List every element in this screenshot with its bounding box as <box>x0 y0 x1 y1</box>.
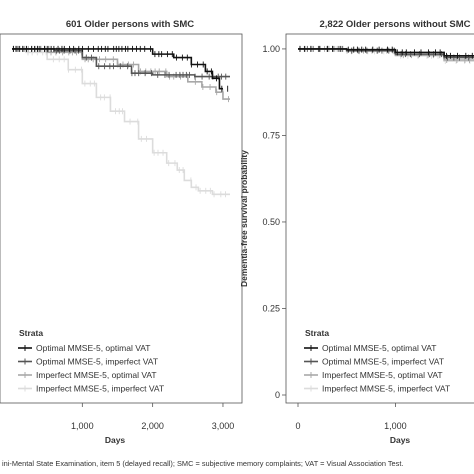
legend-entry: Imperfect MMSE-5, imperfect VAT <box>322 384 450 394</box>
survival-curve <box>298 48 474 57</box>
legend-entry: Imperfect MMSE-5, imperfect VAT <box>36 384 164 394</box>
survival-curve <box>298 48 474 59</box>
survival-curve <box>12 48 230 100</box>
x-tick-label: 1,000 <box>71 421 94 431</box>
legend-title: Strata <box>19 328 43 338</box>
y-tick-label: 0.50 <box>262 217 280 227</box>
legend-entry: Imperfect MMSE-5, optimal VAT <box>36 370 157 380</box>
legend-entry: Optimal MMSE-5, optimal VAT <box>322 343 436 353</box>
x-tick-label: 3,000 <box>212 421 235 431</box>
y-tick-label: 0 <box>275 390 280 400</box>
x-axis-label: Days <box>390 435 411 445</box>
legend-entry: Optimal MMSE-5, imperfect VAT <box>322 357 444 367</box>
legend: Strata Optimal MMSE-5, optimal VAT Optimal… <box>18 328 164 394</box>
x-axis-label: Days <box>105 435 126 445</box>
x-tick-label: 2,000 <box>141 421 164 431</box>
plot-frame <box>285 33 474 404</box>
y-tick-label: 0.75 <box>262 130 280 140</box>
y-tick-label: 0.25 <box>262 303 280 313</box>
plot-frame <box>0 33 243 404</box>
survival-curve <box>12 48 223 90</box>
panel-with-smc: 601 Older persons with SMC 1,000 2,000 3,00… <box>0 19 243 445</box>
legend-title: Strata <box>305 328 329 338</box>
legend-entry: Optimal MMSE-5, optimal VAT <box>36 343 150 353</box>
x-tick-label: 1,000 <box>384 421 407 431</box>
legend-entry: Optimal MMSE-5, imperfect VAT <box>36 357 158 367</box>
legend-entry: Imperfect MMSE-5, optimal VAT <box>322 370 443 380</box>
x-tick-label: 0 <box>295 421 300 431</box>
y-tick-label: 1.00 <box>262 44 280 54</box>
panel-title: 601 Older persons with SMC <box>66 19 194 30</box>
survival-curve <box>298 48 474 61</box>
panel-without-smc: 2,822 Older persons without SMC 0 0.25 0.50… <box>239 19 474 445</box>
panel-title: 2,822 Older persons without SMC <box>320 19 471 30</box>
survival-curve <box>12 48 230 196</box>
survival-curve <box>298 48 474 62</box>
legend: Strata Optimal MMSE-5, optimal VAT Optimal… <box>304 328 450 394</box>
figure-footnote: ini-Mental State Examination, item 5 (de… <box>2 459 403 468</box>
y-axis-label: Dementia-free survival probability <box>239 150 249 287</box>
